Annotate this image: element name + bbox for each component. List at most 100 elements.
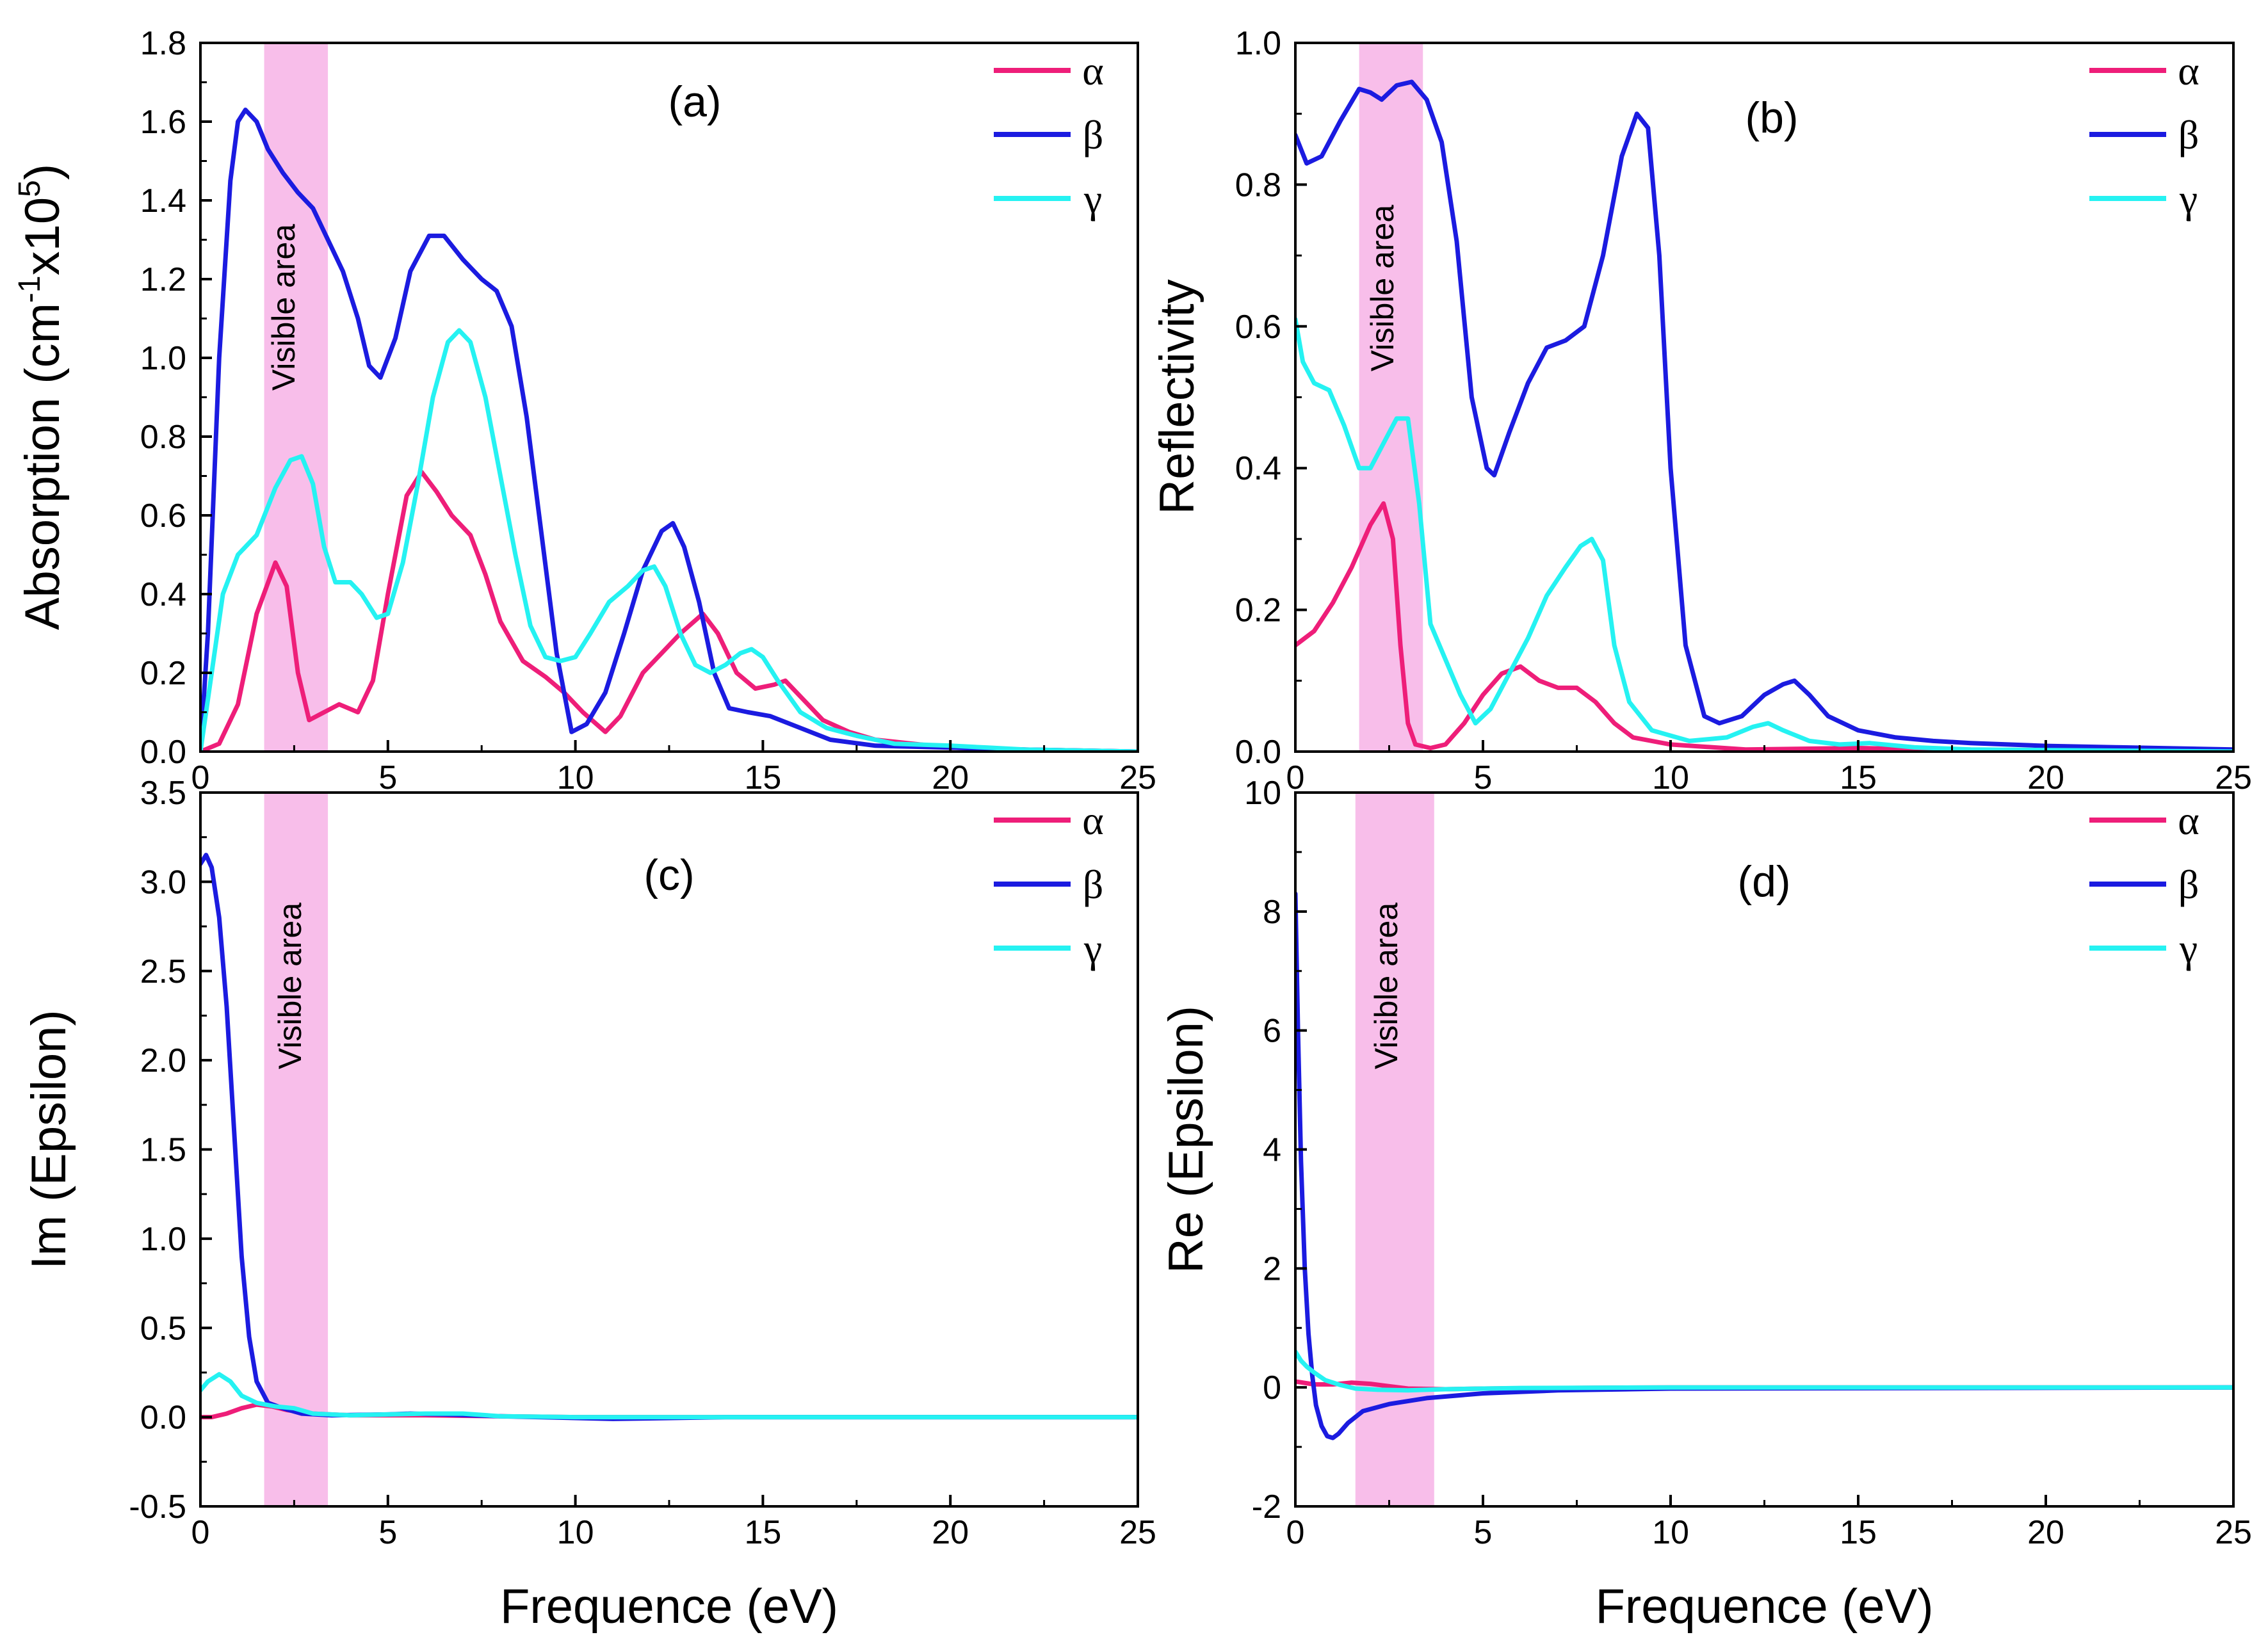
x-tick-label: 15 [744, 1514, 781, 1551]
y-tick-label: 6 [1263, 1013, 1281, 1050]
y-tick-label: 0 [1263, 1369, 1281, 1406]
y-tick-label: 1.0 [140, 1221, 186, 1258]
x-tick-label: 5 [1474, 1514, 1493, 1551]
x-tick-label: 15 [1840, 759, 1877, 796]
panel-a: Visible area 0 5 10 15 20 25 0.0 0.2 0.4 0.6 0.8 1.0… [13, 25, 1156, 796]
x-tick-label: 20 [932, 1514, 969, 1551]
series-lines [1295, 79, 2233, 752]
y-tick-label: 0.6 [140, 497, 186, 535]
legend-label-beta: β [2178, 112, 2199, 157]
y-tick-label: 10 [1244, 775, 1281, 812]
y-tick-label: 1.8 [140, 25, 186, 62]
series-line-gamma [1295, 317, 2233, 752]
x-tick-label: 15 [1840, 1514, 1877, 1551]
series-line-beta [200, 853, 1138, 1421]
y-tick-label: 0.0 [140, 1399, 186, 1437]
x-tick-label: 25 [2215, 759, 2252, 796]
y-axis-label-part: Absorption (cm [15, 303, 70, 630]
y-tick-label: 0.2 [140, 655, 186, 692]
y-tick-label: 0.8 [140, 419, 186, 456]
series-line-alpha [200, 469, 1138, 752]
legend-label-gamma: γ [1083, 176, 1102, 222]
y-tick-label: 1.5 [140, 1132, 186, 1169]
x-tick-label: 0 [191, 1514, 210, 1551]
y-axis-label-part: -1 [13, 275, 47, 303]
y-axis-label-part: ) [15, 164, 70, 180]
series-line-gamma [1295, 1349, 2233, 1393]
panel-label: (b) [1745, 93, 1798, 142]
y-axis-label: Reflectivity [1150, 279, 1204, 514]
series-line-gamma [200, 1372, 1138, 1420]
visible-area-label: Visible area [1368, 903, 1404, 1070]
visible-area-label: Visible area [272, 903, 308, 1070]
legend-label-beta: β [1083, 862, 1104, 907]
legend-label-alpha: α [1082, 48, 1104, 93]
y-tick-label: 2 [1263, 1250, 1281, 1287]
y-tick-label: 2.0 [140, 1042, 186, 1079]
series-lines [1295, 891, 2233, 1440]
y-tick-label: 8 [1263, 894, 1281, 931]
panel-c: Visible area 0 5 10 15 20 25 -0.5 0.0 0.5 1.0 1.5 2.… [22, 775, 1156, 1634]
legend-label-alpha: α [1082, 798, 1104, 843]
y-axis-label: Re (Epsilon) [1159, 1006, 1213, 1273]
axes-frame [199, 791, 1139, 1508]
y-axis-label-part: x10 [15, 197, 70, 276]
series-line-gamma [200, 328, 1138, 752]
legend-label-gamma: γ [1083, 926, 1102, 971]
series-lines [200, 108, 1138, 752]
x-tick-label: 25 [1119, 759, 1156, 796]
y-tick-label: 0.5 [140, 1310, 186, 1347]
y-tick-label: 1.6 [140, 104, 186, 141]
x-tick-label: 0 [1286, 1514, 1305, 1551]
legend-label-gamma: γ [2179, 176, 2198, 222]
y-tick-label: 0.0 [1235, 734, 1281, 771]
y-tick-label: 1.4 [140, 182, 186, 220]
legend-label-beta: β [2178, 862, 2199, 907]
series-line-alpha [1295, 501, 2233, 752]
y-tick-label: 2.5 [140, 953, 186, 990]
panel-label: (d) [1737, 857, 1790, 906]
x-axis-label: Frequence (eV) [500, 1579, 838, 1634]
y-tick-label: 1.2 [140, 261, 186, 298]
legend-label-gamma: γ [2179, 926, 2198, 971]
y-tick-label: 0.0 [140, 734, 186, 771]
x-tick-label: 20 [932, 759, 969, 796]
x-tick-label: 0 [1286, 759, 1305, 796]
x-tick-label: 10 [557, 1514, 594, 1551]
y-tick-label: 0.4 [140, 576, 186, 613]
x-tick-label: 20 [2027, 1514, 2064, 1551]
y-tick-label: 3.5 [140, 775, 186, 812]
legend-label-beta: β [1083, 112, 1104, 157]
y-axis-label: Im (Epsilon) [22, 1010, 76, 1269]
x-tick-label: 0 [191, 759, 210, 796]
y-tick-label: 3.0 [140, 864, 186, 901]
y-axis-label-part: 5 [13, 180, 47, 197]
panel-label: (c) [644, 851, 694, 899]
x-tick-label: 20 [2027, 759, 2064, 796]
visible-area-label: Visible area [1365, 205, 1400, 372]
y-tick-label: -0.5 [129, 1488, 186, 1526]
series-lines [200, 853, 1138, 1421]
visible-area-label: Visible area [266, 224, 302, 391]
series-line-beta [200, 108, 1138, 752]
legend-label-alpha: α [2178, 798, 2199, 843]
y-tick-label: 4 [1263, 1132, 1281, 1169]
y-tick-label: 0.8 [1235, 166, 1281, 204]
x-tick-label: 15 [744, 759, 781, 796]
x-tick-label: 10 [557, 759, 594, 796]
y-tick-label: 1.0 [140, 340, 186, 377]
x-tick-label: 10 [1652, 1514, 1689, 1551]
y-tick-label: -2 [1252, 1488, 1281, 1526]
x-tick-label: 25 [2215, 1514, 2252, 1551]
axes-frame [1294, 42, 2235, 753]
y-tick-label: 0.2 [1235, 592, 1281, 629]
x-tick-label: 25 [1119, 1514, 1156, 1551]
x-axis-label: Frequence (eV) [1595, 1579, 1933, 1634]
panel-label: (a) [668, 77, 721, 126]
legend-label-alpha: α [2178, 48, 2199, 93]
series-line-beta [1295, 79, 2233, 752]
y-tick-label: 0.4 [1235, 450, 1281, 487]
x-tick-label: 10 [1652, 759, 1689, 796]
